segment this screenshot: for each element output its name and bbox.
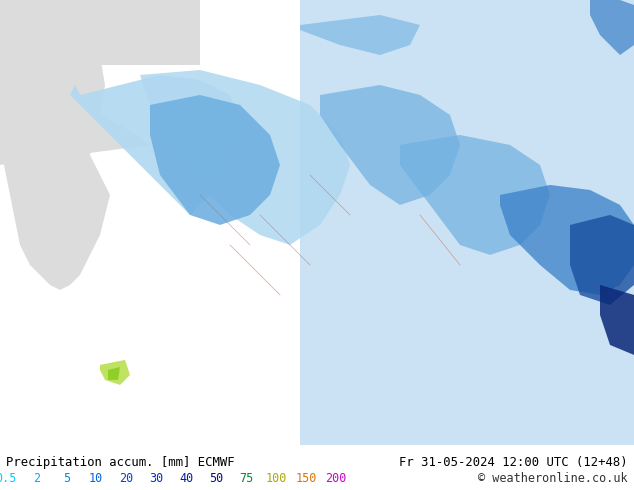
Text: 0.5: 0.5 (0, 471, 17, 485)
Polygon shape (0, 0, 110, 290)
Polygon shape (590, 0, 634, 55)
Polygon shape (400, 135, 550, 255)
Bar (300, 0, 634, 445)
Polygon shape (70, 75, 240, 215)
Text: 10: 10 (89, 471, 103, 485)
Text: 50: 50 (209, 471, 223, 485)
Text: 40: 40 (179, 471, 193, 485)
Polygon shape (300, 15, 420, 55)
Text: 5: 5 (63, 471, 70, 485)
Polygon shape (500, 185, 634, 295)
Polygon shape (570, 215, 634, 305)
Polygon shape (100, 360, 130, 385)
Text: 20: 20 (119, 471, 133, 485)
Text: 2: 2 (33, 471, 40, 485)
Polygon shape (600, 285, 634, 355)
Text: 100: 100 (266, 471, 287, 485)
Text: Precipitation accum. [mm] ECMWF: Precipitation accum. [mm] ECMWF (6, 456, 235, 469)
Polygon shape (140, 70, 350, 245)
Polygon shape (320, 85, 460, 205)
Text: © weatheronline.co.uk: © weatheronline.co.uk (478, 471, 628, 485)
Text: 30: 30 (149, 471, 164, 485)
Polygon shape (108, 367, 120, 380)
Text: 150: 150 (295, 471, 317, 485)
Text: Fr 31-05-2024 12:00 UTC (12+48): Fr 31-05-2024 12:00 UTC (12+48) (399, 456, 628, 469)
Polygon shape (150, 95, 280, 225)
Text: 200: 200 (325, 471, 347, 485)
Text: 75: 75 (239, 471, 253, 485)
Polygon shape (0, 95, 150, 165)
Polygon shape (0, 0, 200, 65)
